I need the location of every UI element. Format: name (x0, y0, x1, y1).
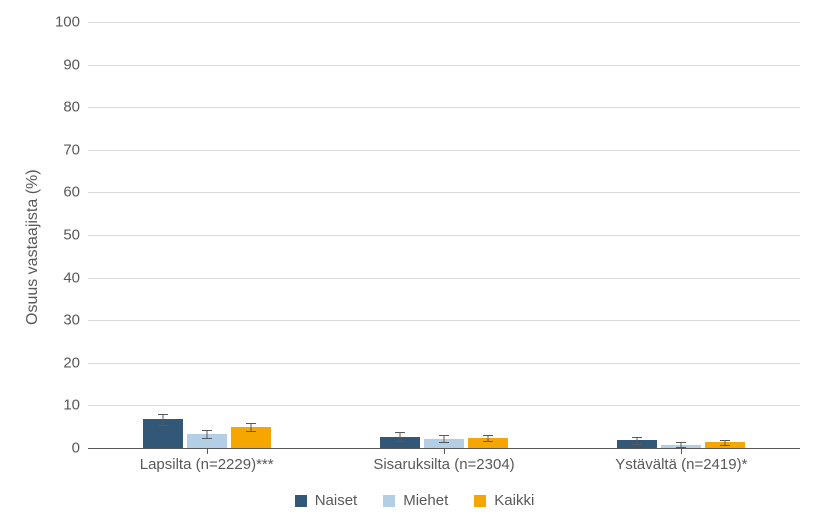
y-tick-label: 90 (4, 56, 80, 73)
legend-item: Miehet (383, 492, 448, 509)
gridline (88, 65, 800, 66)
gridline (88, 363, 800, 364)
gridline (88, 107, 800, 108)
gridline (88, 150, 800, 151)
chart-container: Osuus vastaajista (%) 010203040506070809… (0, 0, 829, 525)
x-tick-label: Ystävältä (n=2419)* (615, 456, 747, 473)
x-tick-label: Lapsilta (n=2229)*** (140, 456, 274, 473)
gridline (88, 405, 800, 406)
y-tick-label: 50 (4, 227, 80, 244)
legend-label: Kaikki (494, 492, 534, 509)
x-tick-mark (207, 448, 208, 454)
y-tick-label: 70 (4, 141, 80, 158)
legend-label: Miehet (403, 492, 448, 509)
y-tick-label: 60 (4, 184, 80, 201)
gridline (88, 278, 800, 279)
gridline (88, 320, 800, 321)
y-tick-label: 10 (4, 397, 80, 414)
y-tick-label: 100 (4, 14, 80, 31)
legend-swatch (383, 495, 395, 507)
gridline (88, 192, 800, 193)
legend-swatch (474, 495, 486, 507)
y-tick-label: 40 (4, 269, 80, 286)
gridline (88, 22, 800, 23)
legend-item: Naiset (295, 492, 358, 509)
y-tick-label: 20 (4, 354, 80, 371)
legend: Naiset Miehet Kaikki (0, 492, 829, 509)
legend-label: Naiset (315, 492, 358, 509)
legend-item: Kaikki (474, 492, 534, 509)
y-tick-label: 30 (4, 312, 80, 329)
x-tick-label: Sisaruksilta (n=2304) (373, 456, 514, 473)
gridline (88, 235, 800, 236)
legend-swatch (295, 495, 307, 507)
y-tick-label: 80 (4, 99, 80, 116)
x-tick-mark (681, 448, 682, 454)
plot-area: 0102030405060708090100Lapsilta (n=2229)*… (88, 22, 800, 448)
y-tick-label: 0 (4, 440, 80, 457)
x-tick-mark (444, 448, 445, 454)
